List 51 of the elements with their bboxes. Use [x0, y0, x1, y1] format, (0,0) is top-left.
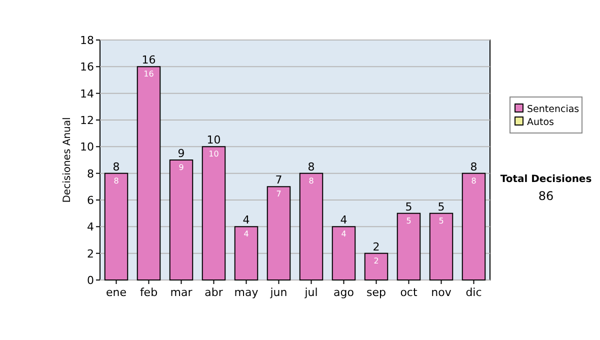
x-tick-label: abr — [204, 286, 224, 299]
data-label: 10 — [208, 150, 219, 159]
y-tick-label: 8 — [87, 167, 94, 180]
total-label: 9 — [178, 147, 185, 160]
text: 86 — [538, 189, 554, 203]
x-tick-label: ene — [106, 286, 127, 299]
x-tick-label: sep — [366, 286, 386, 299]
legend-label: Sentencias — [527, 104, 580, 115]
x-tick-label: dic — [466, 286, 482, 299]
data-label: 9 — [178, 163, 184, 172]
data-label: 5 — [406, 216, 412, 226]
data-label: 4 — [244, 230, 249, 239]
total-label: 5 — [438, 200, 445, 214]
data-label: 16 — [144, 70, 154, 79]
total-label: 5 — [405, 200, 412, 214]
data-label: 5 — [438, 216, 444, 226]
text: Total Decisiones — [500, 174, 592, 185]
data-label: 2 — [374, 256, 379, 266]
x-tick-label: feb — [140, 286, 158, 299]
y-tick-label: 6 — [87, 194, 94, 207]
total-label: 8 — [112, 160, 120, 174]
x-tick-label: jun — [269, 286, 288, 299]
y-tick-label: 4 — [87, 220, 94, 234]
x-tick-label: mar — [170, 286, 193, 299]
total-label: 4 — [242, 214, 250, 227]
legend-label: Autos — [527, 117, 554, 128]
x-tick-label: nov — [431, 286, 452, 299]
y-tick-label: 2 — [87, 247, 94, 260]
x-tick-label: ago — [334, 286, 354, 299]
y-axis-title: Decisiones Anual — [62, 117, 73, 203]
total-label: 8 — [470, 160, 478, 174]
total-label: 4 — [340, 214, 348, 227]
y-tick-label: 0 — [87, 274, 94, 287]
data-label: 8 — [471, 176, 476, 186]
x-tick-label: jul — [304, 286, 318, 299]
x-tick-label: oct — [400, 286, 418, 299]
data-label: 7 — [276, 190, 282, 199]
data-label: 8 — [308, 176, 314, 186]
data-label: 8 — [114, 176, 119, 186]
data-label: 4 — [341, 230, 346, 239]
x-tick-label: may — [234, 286, 259, 299]
total-label: 7 — [275, 174, 282, 187]
y-tick-label: 16 — [80, 60, 94, 74]
y-tick-label: 18 — [80, 34, 94, 47]
y-tick-label: 14 — [80, 87, 94, 100]
total-label: 2 — [372, 240, 380, 254]
total-label: 8 — [308, 160, 315, 174]
y-tick-label: 12 — [80, 114, 94, 127]
total-label: 10 — [206, 134, 221, 147]
total-label: 16 — [142, 54, 156, 67]
y-tick-label: 10 — [80, 140, 94, 154]
